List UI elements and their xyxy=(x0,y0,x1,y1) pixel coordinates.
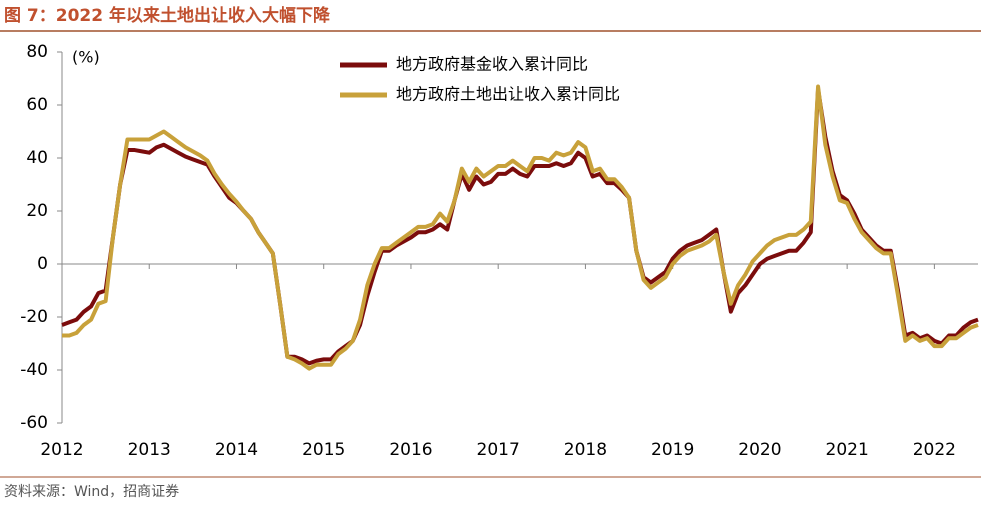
x-tick-label: 2014 xyxy=(215,440,258,460)
x-tick-label: 2018 xyxy=(564,440,607,460)
x-tick-label: 2022 xyxy=(913,440,956,460)
y-tick-label: -40 xyxy=(20,360,48,380)
series-line xyxy=(61,87,979,366)
y-unit: (%) xyxy=(72,48,100,67)
y-tick-label: -20 xyxy=(20,307,48,327)
x-tick-label: 2019 xyxy=(651,440,694,460)
y-tick-label: 60 xyxy=(26,95,48,115)
y-tick-label: 20 xyxy=(26,201,48,221)
source: 资料来源：Wind，招商证券 xyxy=(4,484,179,500)
x-tick-label: 2015 xyxy=(302,440,345,460)
x-tick-label: 2020 xyxy=(738,440,781,460)
y-tick-label: -60 xyxy=(20,413,48,433)
y-tick-label: 0 xyxy=(37,254,48,274)
y-tick-label: 40 xyxy=(26,148,48,168)
x-tick-label: 2021 xyxy=(826,440,869,460)
x-tick-label: 2016 xyxy=(389,440,432,460)
x-tick-label: 2017 xyxy=(477,440,520,460)
x-tick-label: 2012 xyxy=(40,440,83,460)
legend-label: 地方政府基金收入累计同比 xyxy=(396,55,588,74)
chart-title: 图 7：2022 年以来土地出让收入大幅下降 xyxy=(4,5,331,26)
y-tick-label: 80 xyxy=(26,42,48,62)
x-tick-label: 2013 xyxy=(128,440,171,460)
series-line xyxy=(62,84,979,371)
legend-label: 地方政府土地出让收入累计同比 xyxy=(396,85,620,104)
